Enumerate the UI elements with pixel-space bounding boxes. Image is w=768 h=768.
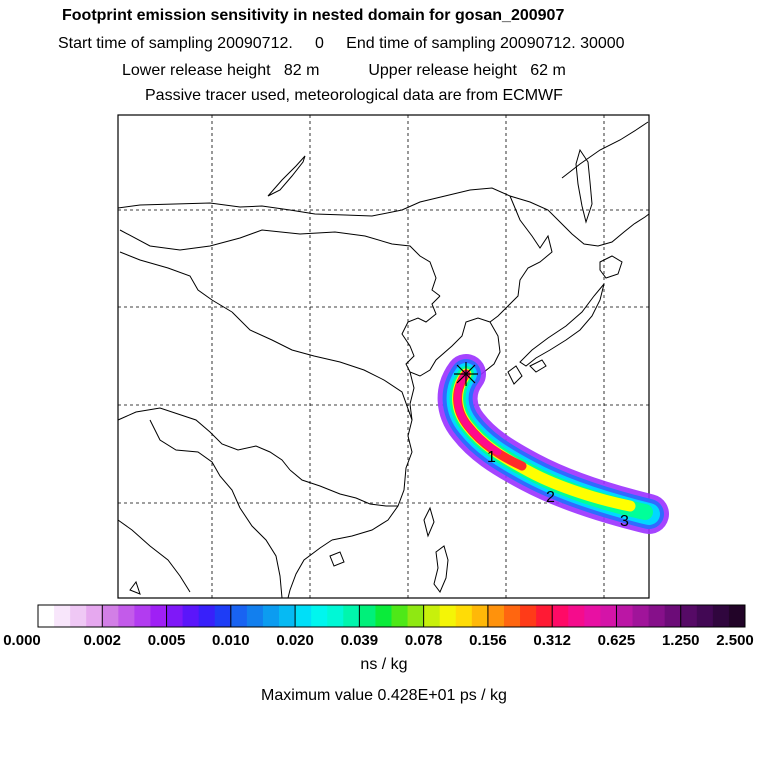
sri-lanka bbox=[129, 580, 141, 595]
colorbar-border bbox=[37, 604, 746, 628]
hainan bbox=[329, 551, 345, 567]
luzon bbox=[433, 545, 449, 593]
colorbar-cell bbox=[86, 605, 103, 627]
colorbar-cell bbox=[455, 605, 473, 627]
colorbar-cell bbox=[439, 605, 457, 627]
colorbar-cell bbox=[166, 605, 184, 627]
colorbar-tick-label: 1.250 bbox=[662, 632, 700, 649]
colorbar-cell bbox=[246, 605, 264, 627]
colorbar-tick-label: 0.156 bbox=[469, 632, 507, 649]
colorbar-cell bbox=[279, 605, 296, 627]
colorbar-tick-label: 2.500 bbox=[716, 632, 754, 649]
colorbar-tick-label: 0.625 bbox=[598, 632, 636, 649]
sakhalin-island bbox=[575, 148, 593, 224]
yangtze-region bbox=[231, 311, 413, 421]
indochina-coast bbox=[287, 539, 333, 599]
colorbar-cell bbox=[471, 605, 489, 627]
colorbar-cell bbox=[568, 605, 585, 627]
northern-border bbox=[117, 187, 650, 247]
colorbar-cell bbox=[423, 605, 441, 627]
colorbar-cell bbox=[70, 605, 87, 627]
colorbar-cell bbox=[262, 605, 280, 627]
colorbar-cell bbox=[680, 605, 698, 627]
colorbar-cell bbox=[359, 605, 376, 627]
taiwan bbox=[423, 506, 435, 538]
bay-of-bengal bbox=[117, 519, 191, 593]
colorbar-cell bbox=[696, 605, 714, 627]
colorbar-tick-label: 0.000 bbox=[3, 632, 41, 649]
tracer-info-line: Passive tracer used, meteorological data… bbox=[145, 87, 563, 104]
honshu bbox=[519, 283, 605, 367]
colorbar-cell bbox=[712, 605, 730, 627]
colorbar-tick-label: 0.312 bbox=[533, 632, 571, 649]
colorbar-tick-label: 0.010 bbox=[212, 632, 250, 649]
sampling-time-line: Start time of sampling 20090712. 0 End t… bbox=[58, 35, 625, 52]
hokkaido bbox=[599, 255, 623, 279]
colorbar-cell bbox=[600, 605, 617, 627]
tibet-border bbox=[149, 419, 241, 509]
coastlines bbox=[117, 121, 650, 599]
colorbar-cell bbox=[118, 605, 135, 627]
colorbar-cell bbox=[134, 605, 151, 627]
south-asia-border bbox=[117, 407, 291, 471]
mongolia-border bbox=[119, 229, 441, 297]
colorbar-tick-label: 0.005 bbox=[148, 632, 186, 649]
colorbar-cell bbox=[632, 605, 650, 627]
colorbar-cell bbox=[648, 605, 666, 627]
colorbar-cell bbox=[102, 605, 119, 627]
asterisk-icon bbox=[454, 362, 478, 386]
okhotsk-coast bbox=[561, 121, 649, 179]
colorbar-tick-label: 0.078 bbox=[405, 632, 443, 649]
colorbar-cell bbox=[552, 605, 569, 627]
colorbar-cell bbox=[407, 605, 425, 627]
colorbar-cell bbox=[487, 605, 505, 627]
colorbar-cell bbox=[150, 605, 168, 627]
myanmar-coast bbox=[239, 507, 283, 599]
colorbar-cell bbox=[520, 605, 537, 627]
colorbar-cell bbox=[343, 605, 360, 627]
manchuria-border bbox=[489, 195, 553, 323]
day-label-1: 1 bbox=[487, 449, 496, 466]
map-frame bbox=[117, 114, 650, 599]
colorbar-cell bbox=[214, 605, 232, 627]
colorbar-cell bbox=[375, 605, 392, 627]
colorbar-cell bbox=[182, 605, 200, 627]
day-label-2: 2 bbox=[546, 489, 555, 506]
colorbar-cell bbox=[311, 605, 328, 627]
colorbar-cells bbox=[37, 604, 746, 628]
plot-title: Footprint emission sensitivity in nested… bbox=[62, 7, 565, 24]
colorbar-tick-label: 0.039 bbox=[341, 632, 379, 649]
colorbar-cell bbox=[295, 605, 312, 627]
colorbar-cell bbox=[616, 605, 634, 627]
colorbar-tick-label: 0.002 bbox=[83, 632, 121, 649]
colorbar-labels: 0.000 0.002 0.005 0.010 0.020 0.039 0.078 0.156… bbox=[3, 632, 754, 649]
interior-border bbox=[289, 469, 398, 507]
colorbar-tick-label: 0.020 bbox=[276, 632, 314, 649]
colorbar-cell bbox=[503, 605, 521, 627]
bohai-coast bbox=[401, 295, 491, 377]
china-west-border bbox=[119, 251, 233, 313]
colorbar-cell bbox=[327, 605, 344, 627]
units-label: ns / kg bbox=[360, 656, 408, 673]
colorbar-cell bbox=[584, 605, 601, 627]
lake-baikal bbox=[267, 155, 306, 197]
colorbar-cell bbox=[198, 605, 216, 627]
colorbar-cell bbox=[38, 605, 55, 627]
day-label-3: 3 bbox=[620, 513, 629, 530]
colorbar-cell bbox=[728, 605, 746, 627]
kyushu bbox=[507, 365, 523, 385]
colorbar-cell bbox=[536, 605, 553, 627]
colorbar-cell bbox=[54, 605, 71, 627]
colorbar-cell bbox=[391, 605, 409, 627]
max-value-label: Maximum value 0.428E+01 ps / kg bbox=[261, 687, 507, 704]
release-height-line: Lower release height 82 m Upper release … bbox=[122, 62, 566, 79]
china-coast-south bbox=[331, 371, 415, 541]
colorbar-cell bbox=[664, 605, 682, 627]
shikoku bbox=[529, 359, 547, 373]
colorbar-cell bbox=[230, 605, 248, 627]
emission-plume bbox=[437, 354, 669, 534]
